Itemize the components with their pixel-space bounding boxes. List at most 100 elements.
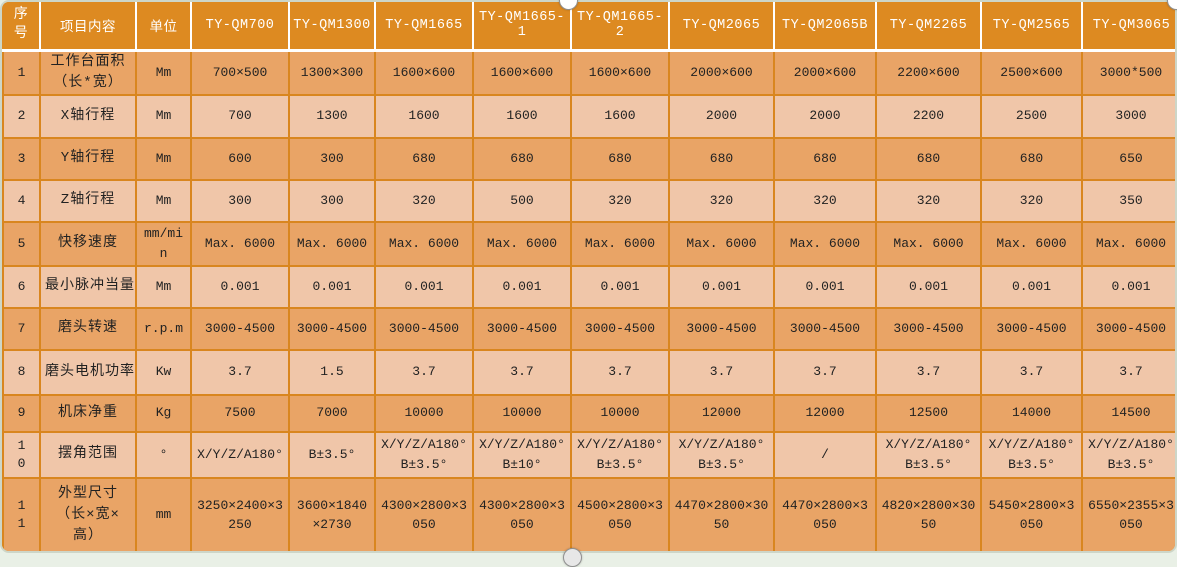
spec-value: Max. 6000: [190, 220, 290, 267]
spec-value: 650: [1081, 136, 1175, 181]
row-unit: Kg: [135, 393, 192, 433]
row-unit: Mm: [135, 93, 192, 139]
spec-value: Max. 6000: [374, 220, 474, 267]
spec-value: 680: [374, 136, 474, 181]
row-unit: Mm: [135, 49, 192, 96]
spec-value: 10000: [472, 393, 572, 433]
table-row: 7 磨头转速 r.p.m 3000-4500 3000-4500 3000-4500 300…: [2, 306, 1175, 351]
selection-handle-bottom[interactable]: [563, 548, 582, 567]
spec-value: 3000-4500: [190, 306, 290, 351]
spec-value: 300: [190, 178, 290, 223]
spec-value: 12000: [668, 393, 775, 433]
spec-value: 7500: [190, 393, 290, 433]
row-item-label: 最小脉冲当量: [39, 264, 137, 309]
spec-value: 4300×2800×3050: [472, 476, 572, 551]
spec-value: 0.001: [288, 264, 376, 309]
spec-value: 3250×2400×3250: [190, 476, 290, 551]
row-number: 8: [2, 348, 41, 396]
spec-value: Max. 6000: [1081, 220, 1175, 267]
row-unit: mm/min: [135, 220, 192, 267]
spec-value: 4820×2800×3050: [875, 476, 982, 551]
spec-value: 14000: [980, 393, 1083, 433]
spec-value: 2500×600: [980, 49, 1083, 96]
spec-value: X/Y/Z/A180° B±3.5°: [980, 430, 1083, 479]
row-unit: °: [135, 430, 192, 479]
spec-value: 300: [288, 136, 376, 181]
spec-value: B±3.5°: [288, 430, 376, 479]
spec-value: Max. 6000: [288, 220, 376, 267]
spec-value: 2000×600: [668, 49, 775, 96]
spec-value: 320: [570, 178, 670, 223]
spec-table-body: 1 工作台面积 （长*宽） Mm 700×500 1300×300 1600×600 160…: [2, 49, 1175, 551]
spec-value: Max. 6000: [980, 220, 1083, 267]
spec-value: 3.7: [1081, 348, 1175, 396]
row-unit: Kw: [135, 348, 192, 396]
spec-value: X/Y/Z/A180° B±3.5°: [1081, 430, 1175, 479]
spec-value: 1.5: [288, 348, 376, 396]
row-number: 2: [2, 93, 41, 139]
spec-value: 680: [668, 136, 775, 181]
spec-value: X/Y/Z/A180° B±3.5°: [668, 430, 775, 479]
spec-value: 3.7: [980, 348, 1083, 396]
row-unit: mm: [135, 476, 192, 551]
model-header-ty-qm3065: TY-QM3065: [1082, 2, 1175, 52]
spec-value: 7000: [288, 393, 376, 433]
table-row: 10 摆角范围 ° X/Y/Z/A180° B±3.5° X/Y/Z/A180° B±3.…: [2, 430, 1175, 479]
spec-value: 3.7: [472, 348, 572, 396]
row-unit: Mm: [135, 136, 192, 181]
spec-value: 0.001: [570, 264, 670, 309]
spec-value: X/Y/Z/A180° B±3.5°: [374, 430, 474, 479]
table-row: 4 Z轴行程 Mm 300 300 320 500 320 320 320 320 320 350: [2, 178, 1175, 223]
corner-header-0: 序号: [3, 2, 41, 52]
spec-value: 320: [773, 178, 877, 223]
table-row: 3 Y轴行程 Mm 600 300 680 680 680 680 680 680 680 650: [2, 136, 1175, 181]
table-row: 6 最小脉冲当量 Mm 0.001 0.001 0.001 0.001 0.001 0.001 0…: [2, 264, 1175, 309]
spec-value: 3000-4500: [472, 306, 572, 351]
table-row: 9 机床净重 Kg 7500 7000 10000 10000 10000 12000 12000…: [2, 393, 1175, 433]
spec-value: 3000-4500: [570, 306, 670, 351]
row-number: 6: [2, 264, 41, 309]
spec-value: 500: [472, 178, 572, 223]
spec-table-header: 序号 项目内容 单位 TY-QM700 TY-QM1300 TY-QM1665 TY-QM1…: [3, 2, 1175, 52]
spec-value: 3600×1840×2730: [288, 476, 376, 551]
spec-value: 3000-4500: [980, 306, 1083, 351]
spec-value: 1600×600: [472, 49, 572, 96]
spec-value: 0.001: [190, 264, 290, 309]
spec-value: 4300×2800×3050: [374, 476, 474, 551]
spec-value: 4500×2800×3050: [570, 476, 670, 551]
row-unit: Mm: [135, 264, 192, 309]
spec-value: 320: [668, 178, 775, 223]
spec-value: 10000: [374, 393, 474, 433]
spec-value: 1600: [472, 93, 572, 139]
spec-value: 700×500: [190, 49, 290, 96]
spec-value: 2200×600: [875, 49, 982, 96]
row-number: 9: [2, 393, 41, 433]
spec-value: 5450×2800×3050: [980, 476, 1083, 551]
model-header-ty-qm2565: TY-QM2565: [981, 2, 1083, 52]
spec-value: 3000-4500: [1081, 306, 1175, 351]
spec-value: 2200: [875, 93, 982, 139]
spec-value: 3.7: [374, 348, 474, 396]
spec-value: 0.001: [773, 264, 877, 309]
spec-value: 350: [1081, 178, 1175, 223]
spec-value: 4470×2800×3050: [668, 476, 775, 551]
spec-value: 3000-4500: [668, 306, 775, 351]
header-row: 序号 项目内容 单位 TY-QM700 TY-QM1300 TY-QM1665 TY-QM1…: [3, 2, 1175, 52]
spec-value: 3000*500: [1081, 49, 1175, 96]
spec-value: 0.001: [472, 264, 572, 309]
spec-value: 12000: [773, 393, 877, 433]
spec-value: 3000-4500: [288, 306, 376, 351]
spec-value: 14500: [1081, 393, 1175, 433]
spec-value: 0.001: [668, 264, 775, 309]
spec-value: 2500: [980, 93, 1083, 139]
model-header-ty-qm2065: TY-QM2065: [669, 2, 775, 52]
spec-value: 2000×600: [773, 49, 877, 96]
spec-value: Max. 6000: [668, 220, 775, 267]
spec-value: 3.7: [875, 348, 982, 396]
model-header-ty-qm2265: TY-QM2265: [876, 2, 982, 52]
spec-value: 0.001: [980, 264, 1083, 309]
spec-value: 680: [773, 136, 877, 181]
spec-value: X/Y/Z/A180° B±3.5°: [875, 430, 982, 479]
spec-value: 320: [374, 178, 474, 223]
